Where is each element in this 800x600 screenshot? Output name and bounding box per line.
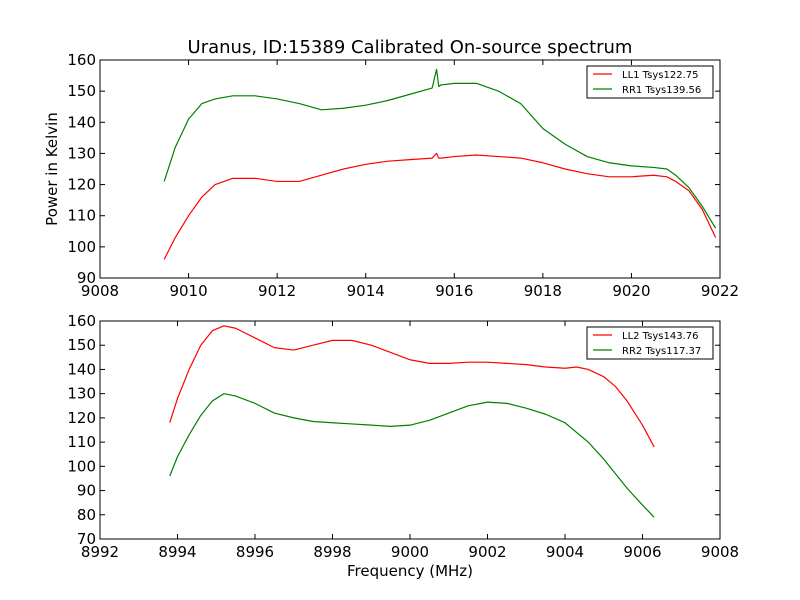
top-chart-legend: LL1 Tsys122.75 RR1 Tsys139.56 — [586, 65, 714, 99]
bottom-ytick-label: 70 — [77, 530, 96, 548]
bottom-xtick-label: 9006 — [623, 543, 661, 561]
top-legend-box — [586, 65, 714, 99]
top-ytick-label: 100 — [67, 238, 96, 256]
bottom-ytick-label: 100 — [67, 457, 96, 475]
bottom-xtick-label: 9004 — [546, 543, 584, 561]
bottom-series-line-0 — [169, 325, 655, 448]
top-xtick-label: 9010 — [169, 282, 207, 300]
top-legend-label-1: RR1 Tsys139.56 — [622, 85, 701, 96]
top-ytick-label: 160 — [67, 51, 96, 69]
top-chart-ylabel: Power in Kelvin — [43, 112, 61, 226]
top-ytick-label: 110 — [67, 207, 96, 225]
bottom-ytick-label: 80 — [77, 506, 96, 524]
bottom-legend-box — [586, 326, 714, 360]
top-series-line-0 — [163, 152, 717, 260]
top-xtick-label: 9012 — [258, 282, 296, 300]
bottom-chart-xlabel: Frequency (MHz) — [347, 562, 473, 580]
bottom-ytick-label: 160 — [67, 312, 96, 330]
top-series-line-1 — [163, 68, 717, 229]
top-ytick-label: 120 — [67, 176, 96, 194]
top-chart-lines — [163, 68, 717, 260]
bottom-xtick-label: 9002 — [468, 543, 506, 561]
bottom-chart: Frequency (MHz) 8992 8994 8996 8998 9000 9002… — [67, 312, 739, 580]
top-chart-title: Uranus, ID:15389 Calibrated On-source sp… — [188, 37, 633, 58]
bottom-ytick-label: 130 — [67, 385, 96, 403]
top-ytick-label: 90 — [77, 269, 96, 287]
top-xtick-label: 9016 — [435, 282, 473, 300]
top-xtick-label: 9008 — [81, 282, 119, 300]
bottom-chart-frame — [99, 320, 721, 540]
bottom-series-line-1 — [169, 393, 655, 518]
top-chart-ticks: 9008 9010 9012 9014 9016 9018 9020 9022 90 100 110… — [67, 51, 739, 300]
top-chart: Uranus, ID:15389 Calibrated On-source sp… — [43, 37, 739, 300]
bottom-xtick-label: 8992 — [81, 543, 119, 561]
bottom-xtick-label: 8998 — [313, 543, 351, 561]
bottom-xtick-label: 9000 — [391, 543, 429, 561]
bottom-chart-lines — [169, 325, 655, 518]
top-ytick-label: 150 — [67, 82, 96, 100]
bottom-xtick-label: 9008 — [701, 543, 739, 561]
bottom-chart-legend: LL2 Tsys143.76 RR2 Tsys117.37 — [586, 326, 714, 360]
bottom-ytick-label: 150 — [67, 336, 96, 354]
bottom-ytick-label: 110 — [67, 433, 96, 451]
bottom-ytick-label: 140 — [67, 360, 96, 378]
top-xtick-label: 9022 — [701, 282, 739, 300]
bottom-legend-label-0: LL2 Tsys143.76 — [622, 331, 698, 342]
bottom-xtick-label: 8996 — [236, 543, 274, 561]
top-chart-frame — [99, 59, 721, 279]
bottom-chart-ticks: 8992 8994 8996 8998 9000 9002 9004 9006 9008 70 80… — [67, 312, 739, 561]
top-ytick-label: 130 — [67, 144, 96, 162]
top-ytick-label: 140 — [67, 113, 96, 131]
top-xtick-label: 9014 — [347, 282, 385, 300]
bottom-legend-label-1: RR2 Tsys117.37 — [622, 346, 701, 357]
top-xtick-label: 9018 — [524, 282, 562, 300]
bottom-ytick-label: 90 — [77, 482, 96, 500]
top-xtick-label: 9020 — [612, 282, 650, 300]
top-legend-label-0: LL1 Tsys122.75 — [622, 70, 698, 81]
bottom-ytick-label: 120 — [67, 409, 96, 427]
bottom-xtick-label: 8994 — [158, 543, 196, 561]
